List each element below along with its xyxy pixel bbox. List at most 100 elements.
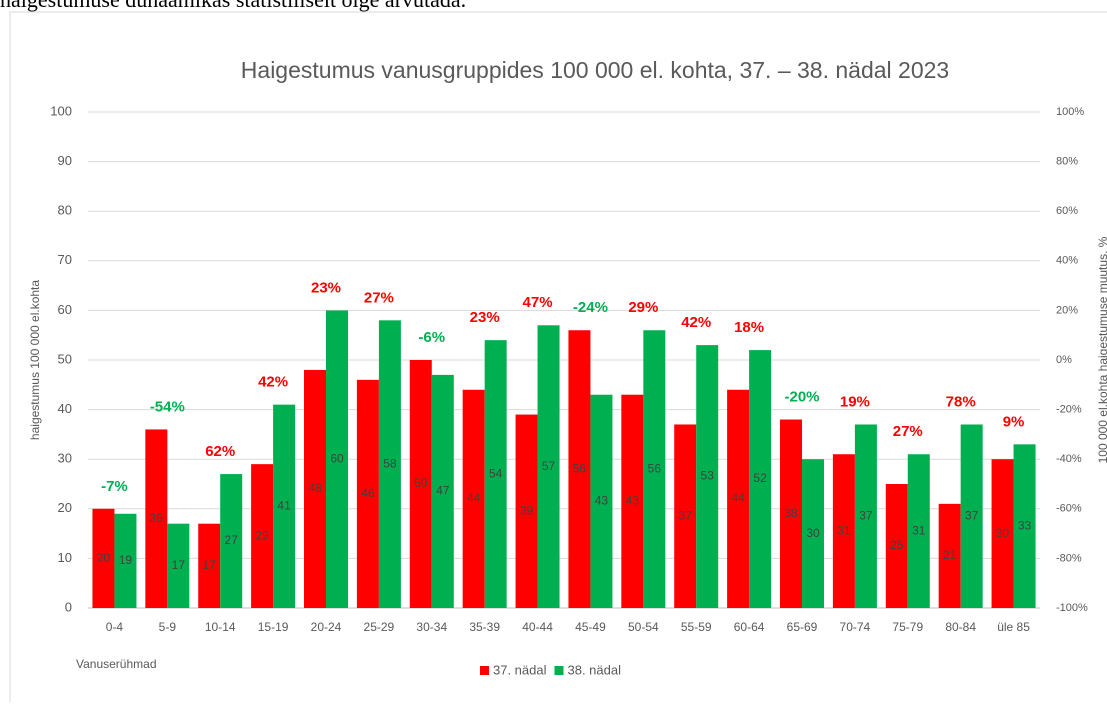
y2-tick-label: 20%: [1056, 304, 1078, 316]
y2-tick-label: 80%: [1056, 156, 1078, 168]
bar-value-label: 60: [330, 451, 344, 465]
y-tick-label: 70: [58, 252, 72, 267]
x-tick-label: 60-64: [734, 620, 765, 634]
bar: [780, 419, 802, 608]
change-label: 42%: [681, 314, 711, 331]
bar-value-label: 41: [277, 498, 291, 512]
legend-swatch: [480, 666, 489, 675]
bar-value-label: 21: [943, 548, 957, 562]
bar: [907, 454, 930, 608]
bar-value-label: 17: [203, 558, 217, 572]
bar: [991, 459, 1014, 608]
change-label: 19%: [840, 393, 870, 410]
bar: [145, 429, 168, 608]
bar: [938, 503, 961, 608]
y2-tick-label: -20%: [1056, 404, 1082, 416]
change-label: 29%: [628, 299, 658, 316]
bar: [462, 389, 485, 608]
bar: [802, 459, 824, 608]
bar: [378, 320, 401, 608]
bar-value-label: 20: [97, 551, 111, 565]
x-tick-label: 0-4: [106, 620, 124, 634]
chart-frame: [9, 11, 1107, 707]
bar-value-label: 58: [383, 456, 397, 470]
bar-value-label: 37: [859, 508, 873, 522]
y-tick-label: 20: [58, 500, 72, 515]
x-tick-label: 30-34: [416, 620, 447, 634]
bar: [326, 310, 348, 608]
bar: [304, 369, 326, 608]
x-tick-label: 50-54: [628, 620, 659, 634]
y2-tick-label: 40%: [1056, 255, 1078, 267]
x-axis-label: Vanuserühmad: [76, 657, 157, 671]
bar-value-label: 47: [436, 484, 450, 498]
y-tick-label: 40: [58, 401, 72, 416]
y-axis-label: haigestumus 100 000 el.kohta: [28, 280, 42, 440]
bar-value-label: 37: [965, 508, 979, 522]
y2-tick-label: -80%: [1056, 552, 1082, 564]
bar: [749, 350, 772, 608]
x-tick-label: 55-59: [681, 620, 712, 634]
bar-value-label: 53: [701, 469, 715, 483]
bar: [590, 394, 613, 608]
x-tick-label: 10-14: [205, 620, 236, 634]
x-tick-label: 5-9: [159, 620, 177, 634]
bar-value-label: 36: [150, 511, 164, 525]
bar-value-label: 25: [890, 538, 904, 552]
x-tick-label: 75-79: [892, 620, 923, 634]
bar-value-label: 50: [414, 476, 428, 490]
bar: [198, 523, 221, 608]
bar: [484, 340, 507, 608]
y2-tick-label: -40%: [1056, 453, 1082, 465]
change-label: 42%: [258, 374, 288, 391]
change-label: 62%: [205, 443, 235, 460]
bar: [854, 424, 877, 608]
y2-tick-label: -60%: [1056, 503, 1082, 515]
bar: [431, 374, 454, 608]
bar: [273, 404, 296, 608]
x-tick-label: 70-74: [840, 620, 871, 634]
x-tick-label: 65-69: [787, 620, 818, 634]
change-label: 9%: [1003, 413, 1025, 430]
bar-value-label: 27: [225, 533, 239, 547]
x-tick-label: 20-24: [311, 620, 342, 634]
y2-tick-label: 0%: [1056, 354, 1072, 366]
bar: [696, 345, 719, 608]
x-tick-label: 35-39: [469, 620, 500, 634]
y-tick-label: 50: [58, 351, 72, 366]
y2-tick-label: -100%: [1056, 602, 1088, 614]
y-tick-label: 90: [58, 153, 72, 168]
y-tick-label: 0: [65, 599, 72, 614]
bar: [251, 464, 274, 608]
change-label: -54%: [150, 398, 185, 415]
bar: [409, 360, 432, 608]
x-tick-label: 45-49: [575, 620, 606, 634]
bar-value-label: 33: [1018, 518, 1032, 532]
bar: [92, 508, 115, 608]
bar: [1013, 444, 1036, 608]
x-tick-label: 15-19: [258, 620, 289, 634]
change-label: 27%: [893, 423, 923, 440]
bar-value-label: 31: [912, 523, 926, 537]
bar-value-label: 56: [648, 461, 662, 475]
y-tick-label: 10: [58, 550, 72, 565]
bar-value-label: 37: [679, 508, 693, 522]
bar: [643, 330, 666, 608]
bar: [537, 325, 560, 608]
y2-tick-label: 100%: [1056, 106, 1084, 118]
bar-value-label: 46: [361, 486, 375, 500]
y-tick-label: 60: [58, 302, 72, 317]
bar: [568, 330, 591, 608]
bar: [220, 474, 243, 608]
bar-value-label: 48: [308, 481, 322, 495]
bar-value-label: 30: [996, 526, 1010, 540]
change-label: 47%: [523, 294, 553, 311]
bar-value-label: 29: [255, 528, 269, 542]
bar: [515, 414, 538, 608]
bar: [885, 484, 908, 608]
bar-value-label: 44: [467, 491, 481, 505]
bar: [167, 523, 190, 608]
x-tick-label: 40-44: [522, 620, 553, 634]
